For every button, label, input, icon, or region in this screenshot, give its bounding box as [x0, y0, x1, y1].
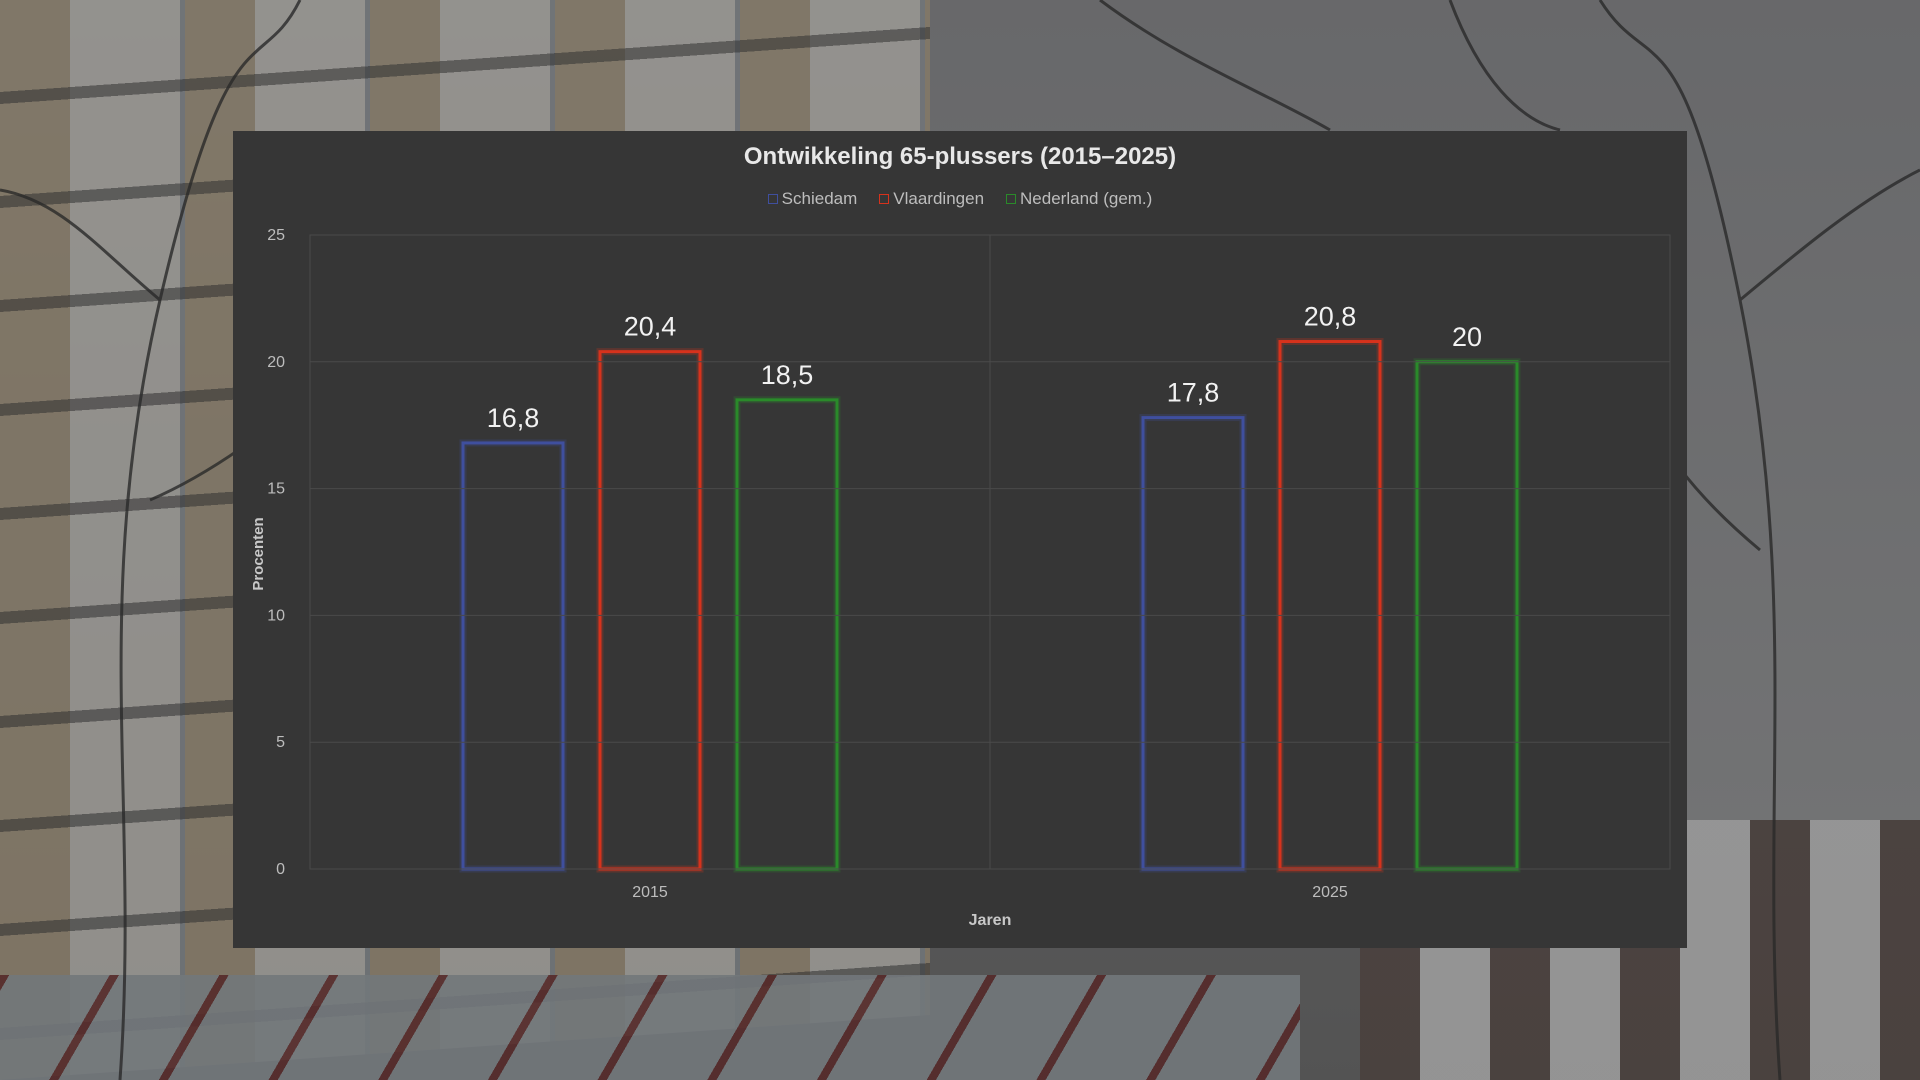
data-label-vlaardingen-2015: 20,4 [624, 312, 677, 342]
legend-label-schiedam: Schiedam [781, 189, 858, 208]
data-label-schiedam-2015: 16,8 [487, 403, 540, 433]
legend-label-vlaardingen: Vlaardingen [893, 189, 985, 208]
legend-item-schiedam: Schiedam [767, 189, 858, 209]
data-label-schiedam-2025: 17,8 [1167, 378, 1220, 408]
bar-schiedam-2025 [1141, 416, 1245, 871]
x-axis-title: Jaren [969, 912, 1012, 929]
chart-legend: Schiedam Vlaardingen Nederland (gem.) [233, 189, 1687, 209]
data-label-nederland-gem-2015: 18,5 [761, 360, 814, 390]
bar-glow-schiedam-2015 [459, 439, 567, 873]
bar-glow-schiedam-2025 [1139, 414, 1247, 873]
bar-nederland-gem-2015 [735, 398, 839, 871]
legend-swatch-schiedam [767, 194, 778, 204]
data-label-vlaardingen-2025: 20,8 [1304, 302, 1357, 332]
legend-label-nederland: Nederland (gem.) [1020, 189, 1153, 208]
bar-glow-vlaardingen-2015 [596, 348, 704, 873]
bar-vlaardingen-2015 [598, 350, 702, 871]
y-tick-label-0: 0 [276, 861, 285, 878]
y-axis-title: Procenten [250, 517, 267, 590]
legend-item-nederland: Nederland (gem.) [1006, 189, 1152, 209]
y-tick-label-15: 15 [267, 481, 285, 498]
data-label-nederland-gem-2025: 20 [1452, 322, 1482, 352]
y-tick-label-10: 10 [267, 607, 285, 624]
bar-glow-vlaardingen-2025 [1276, 338, 1384, 873]
bar-glow-nederland-gem-2015 [733, 396, 841, 873]
background-glass-roof [0, 975, 1300, 1080]
legend-swatch-vlaardingen [879, 194, 890, 204]
y-tick-label-5: 5 [276, 734, 285, 751]
bar-vlaardingen-2025 [1278, 340, 1382, 871]
legend-swatch-nederland [1006, 194, 1017, 204]
chart-panel: Ontwikkeling 65-plussers (2015–2025) Sch… [233, 131, 1687, 948]
y-tick-label-20: 20 [267, 354, 285, 371]
bar-schiedam-2015 [461, 441, 565, 871]
x-tick-label-2015: 2015 [632, 884, 668, 901]
x-tick-label-2025: 2025 [1312, 884, 1348, 901]
chart-title: Ontwikkeling 65-plussers (2015–2025) [743, 143, 1177, 170]
y-tick-label-25: 25 [267, 227, 285, 244]
legend-item-vlaardingen: Vlaardingen [879, 189, 984, 209]
